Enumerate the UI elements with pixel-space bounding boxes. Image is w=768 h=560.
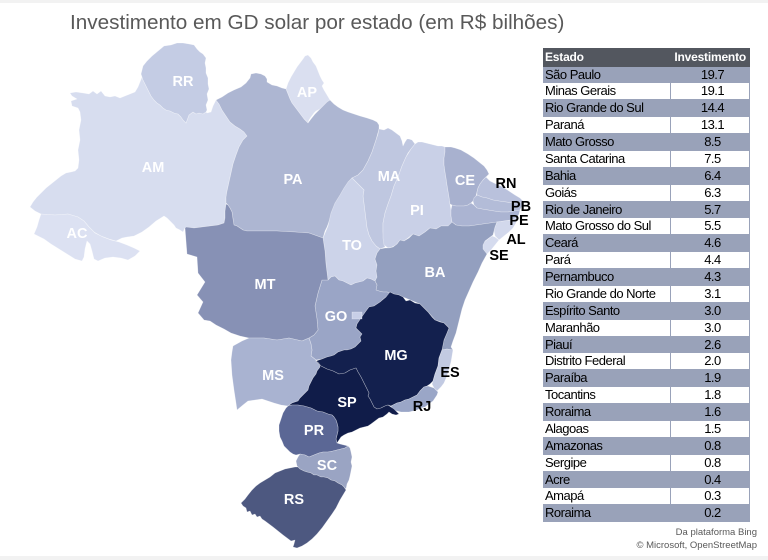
svg-text:PR: PR xyxy=(304,423,325,439)
svg-text:CE: CE xyxy=(455,173,475,189)
svg-text:AC: AC xyxy=(67,226,88,242)
svg-text:PB: PB xyxy=(511,199,531,215)
svg-text:MA: MA xyxy=(378,169,401,185)
svg-text:BA: BA xyxy=(425,265,446,281)
svg-text:AM: AM xyxy=(142,160,165,176)
svg-text:MG: MG xyxy=(384,348,407,364)
svg-text:MS: MS xyxy=(262,368,284,384)
svg-text:PA: PA xyxy=(283,172,303,188)
svg-text:AP: AP xyxy=(297,85,317,101)
svg-text:ES: ES xyxy=(440,365,460,381)
svg-text:PE: PE xyxy=(509,213,529,229)
svg-text:MT: MT xyxy=(255,277,276,293)
svg-text:SC: SC xyxy=(317,458,338,474)
svg-text:GO: GO xyxy=(325,309,348,325)
svg-text:RN: RN xyxy=(496,176,517,192)
svg-text:PI: PI xyxy=(410,203,424,219)
svg-text:RJ: RJ xyxy=(413,399,432,415)
svg-text:SE: SE xyxy=(489,248,509,264)
svg-text:TO: TO xyxy=(342,238,362,254)
svg-text:SP: SP xyxy=(337,395,357,411)
svg-text:RR: RR xyxy=(173,74,194,90)
svg-text:RS: RS xyxy=(284,492,304,508)
svg-text:AL: AL xyxy=(506,232,525,248)
